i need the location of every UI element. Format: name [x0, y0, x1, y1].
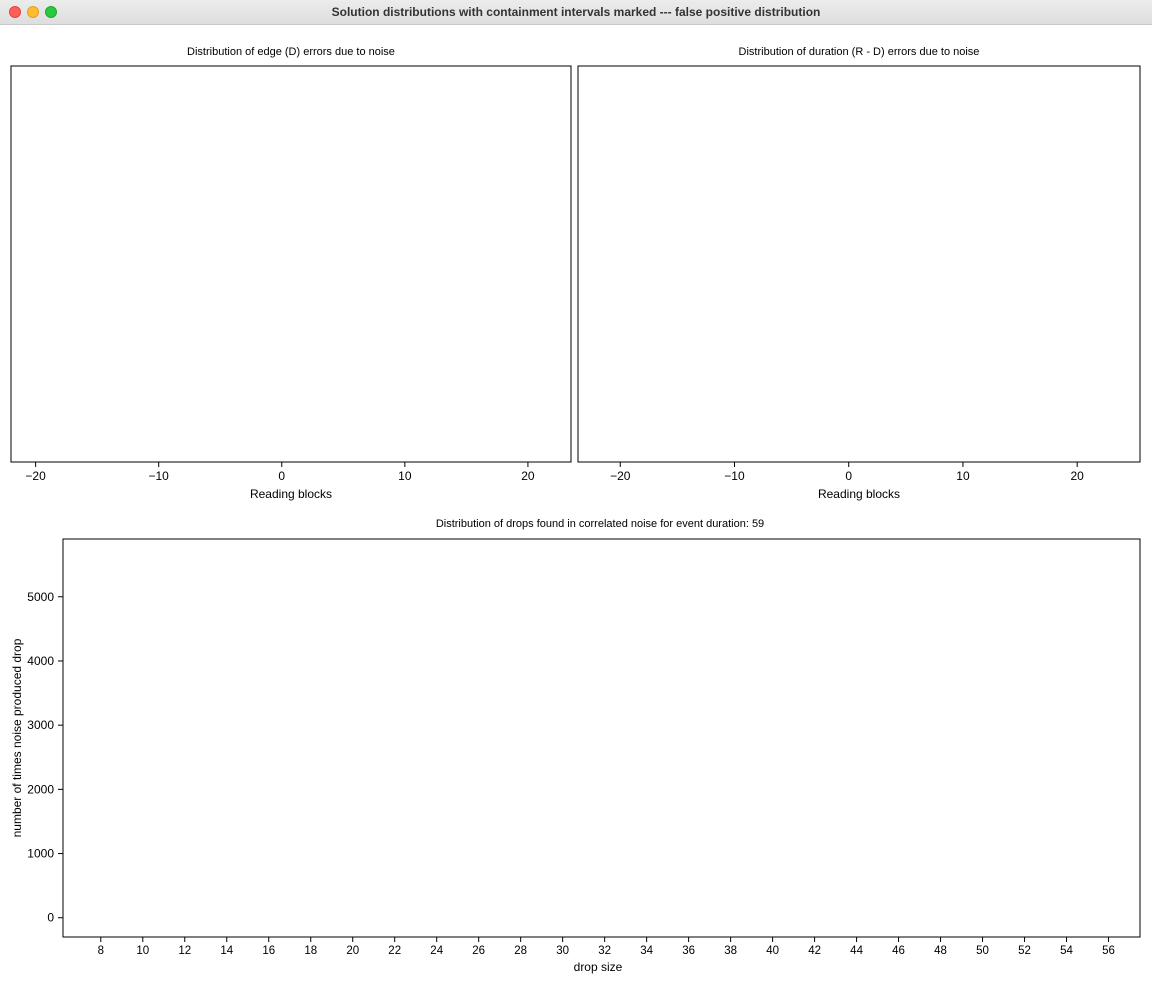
x-tick-label-3-22: 50	[976, 945, 989, 957]
x-tick-label-3-7: 20	[346, 945, 359, 957]
x-tick-label-3-21: 48	[934, 945, 947, 957]
y-tick-label-3-6: 5000	[27, 590, 54, 604]
x-tick-label-3-20: 46	[892, 945, 905, 957]
close-window-button[interactable]	[9, 6, 21, 18]
y-tick-label-3-2: 1000	[27, 847, 54, 861]
x-tick-label-3-5: 16	[262, 945, 275, 957]
x-axis-label-1: Reading blocks	[250, 487, 332, 501]
x-tick-label-1-3: 0	[278, 469, 285, 483]
x-tick-label-2-4: 10	[956, 469, 970, 483]
x-tick-label-3-15: 36	[682, 945, 695, 957]
window-title: Solution distributions with containment …	[331, 5, 821, 19]
x-tick-label-3-12: 30	[556, 945, 569, 957]
y-tick-label-3-3: 2000	[27, 782, 54, 796]
x-tick-label-3-19: 44	[850, 945, 863, 957]
x-tick-label-3-16: 38	[724, 945, 737, 957]
title-bar: Solution distributions with containment …	[0, 0, 1152, 25]
plot-frame-1	[10, 65, 572, 463]
chart-title-1: Distribution of edge (D) errors due to n…	[187, 46, 395, 58]
maximize-window-button[interactable]	[45, 6, 57, 18]
x-tick-label-3-3: 12	[178, 945, 191, 957]
x-tick-label-3-6: 18	[304, 945, 317, 957]
x-tick-label-2-2: −10	[724, 469, 745, 483]
x-tick-label-1-2: −10	[149, 469, 170, 483]
x-tick-label-3-8: 22	[388, 945, 401, 957]
x-tick-label-2-5: 20	[1070, 469, 1084, 483]
x-tick-label-3-2: 10	[136, 945, 149, 957]
x-tick-label-3-4: 14	[220, 945, 233, 957]
y-tick-label-3-4: 3000	[27, 718, 54, 732]
x-tick-label-3-23: 52	[1018, 945, 1031, 957]
x-tick-label-3-10: 26	[472, 945, 485, 957]
y-axis-label-3: number of times noise produced drop	[10, 638, 24, 837]
x-tick-label-3-17: 40	[766, 945, 779, 957]
plot-frame-3	[62, 538, 1141, 938]
plot-frame-2	[577, 65, 1141, 463]
x-axis-label-3: drop size	[574, 960, 623, 974]
x-axis-label-2: Reading blocks	[818, 487, 900, 501]
x-tick-label-3-11: 28	[514, 945, 527, 957]
x-tick-label-1-5: 20	[521, 469, 535, 483]
chart-title-3: Distribution of drops found in correlate…	[436, 518, 764, 530]
x-tick-label-3-9: 24	[430, 945, 443, 957]
x-tick-label-3-1: 8	[98, 945, 104, 957]
y-tick-label-3-1: 0	[47, 911, 54, 925]
minimize-window-button[interactable]	[27, 6, 39, 18]
x-tick-label-3-25: 56	[1102, 945, 1115, 957]
x-tick-label-2-3: 0	[845, 469, 852, 483]
y-tick-label-3-5: 4000	[27, 654, 54, 668]
x-tick-label-1-1: −20	[25, 469, 46, 483]
x-tick-label-3-24: 54	[1060, 945, 1073, 957]
window-right-edge	[1144, 25, 1152, 985]
x-tick-label-2-1: −20	[610, 469, 631, 483]
x-tick-label-1-4: 10	[398, 469, 412, 483]
chart-title-2: Distribution of duration (R - D) errors …	[739, 46, 980, 58]
x-tick-label-3-18: 42	[808, 945, 821, 957]
x-tick-label-3-14: 34	[640, 945, 653, 957]
x-tick-label-3-13: 32	[598, 945, 611, 957]
